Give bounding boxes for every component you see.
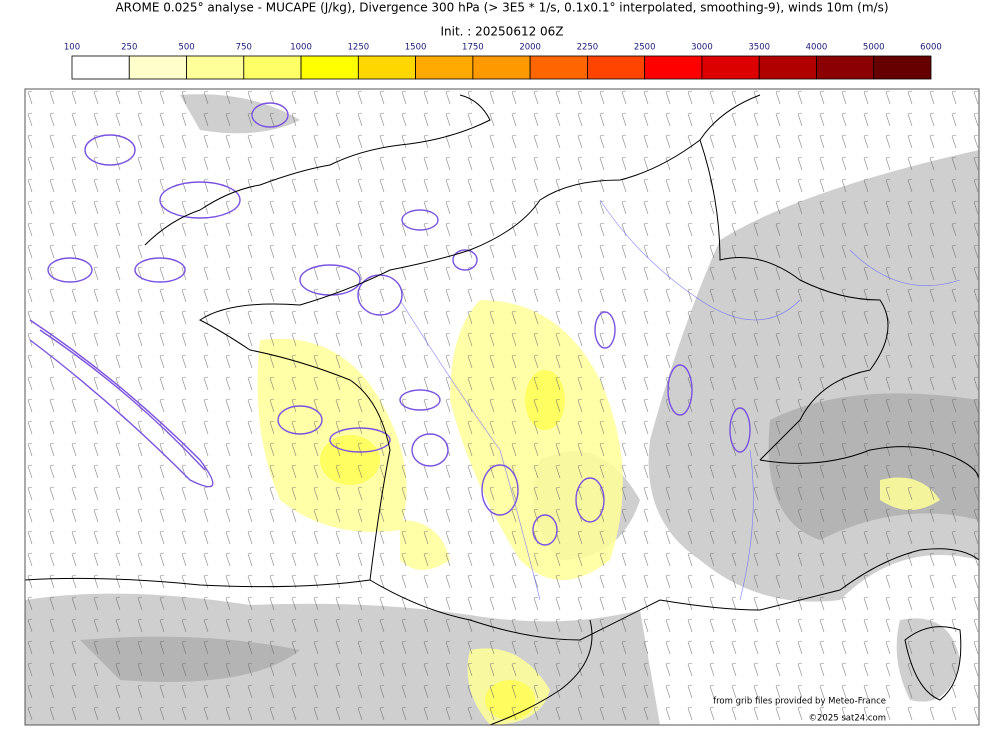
colorbar-label: 2500 bbox=[634, 43, 656, 53]
colorbar-swatch bbox=[644, 55, 703, 80]
colorbar-swatch bbox=[816, 55, 875, 80]
wind-barbs bbox=[25, 89, 979, 725]
colorbar-swatch bbox=[873, 55, 932, 80]
colorbar-label: 250 bbox=[121, 43, 137, 53]
colorbar-swatch bbox=[529, 55, 588, 80]
colorbar-label: 1250 bbox=[348, 43, 370, 53]
colorbar-swatch bbox=[186, 55, 245, 80]
colorbar-label: 500 bbox=[178, 43, 194, 53]
colorbar-swatch bbox=[758, 55, 817, 80]
colorbar-swatch bbox=[357, 55, 417, 80]
colorbar-label: 1500 bbox=[405, 43, 427, 53]
coastlines bbox=[25, 94, 979, 725]
colorbar-label: 1000 bbox=[290, 43, 312, 53]
colorbar-swatch bbox=[701, 55, 760, 80]
site-credit: ©2025 sat24.com bbox=[809, 714, 886, 724]
source-credit: from grib files provided by Meteo-France bbox=[713, 697, 886, 707]
colorbar: 100 250 500 750 1000 1250 1500 1750 2000 2250 2500… bbox=[64, 43, 942, 80]
map bbox=[25, 89, 979, 725]
colorbar-swatch bbox=[415, 55, 474, 80]
colorbar-label: 2000 bbox=[519, 43, 541, 53]
colorbar-label: 3500 bbox=[748, 43, 770, 53]
colorbar-label: 5000 bbox=[863, 43, 885, 53]
colorbar-label: 6000 bbox=[920, 43, 942, 53]
init-time: Init. : 20250612 06Z bbox=[440, 25, 563, 39]
colorbar-swatch bbox=[472, 55, 531, 80]
colorbar-swatch bbox=[300, 55, 359, 80]
divergence-contours bbox=[29, 102, 751, 546]
title: AROME 0.025° analyse - MUCAPE (J/kg), Di… bbox=[115, 1, 888, 15]
colorbar-label: 2250 bbox=[577, 43, 599, 53]
colorbar-label: 750 bbox=[236, 43, 252, 53]
colorbar-label: 3000 bbox=[691, 43, 713, 53]
colorbar-swatch bbox=[128, 55, 187, 80]
colorbar-swatch bbox=[587, 55, 646, 80]
colorbar-label: 100 bbox=[64, 43, 80, 53]
map-frame bbox=[24, 88, 980, 726]
rivers bbox=[399, 199, 961, 601]
colorbar-label: 1750 bbox=[462, 43, 484, 53]
colorbar-label: 4000 bbox=[806, 43, 828, 53]
colorbar-swatch bbox=[243, 55, 302, 80]
colorbar-swatch bbox=[71, 55, 130, 80]
